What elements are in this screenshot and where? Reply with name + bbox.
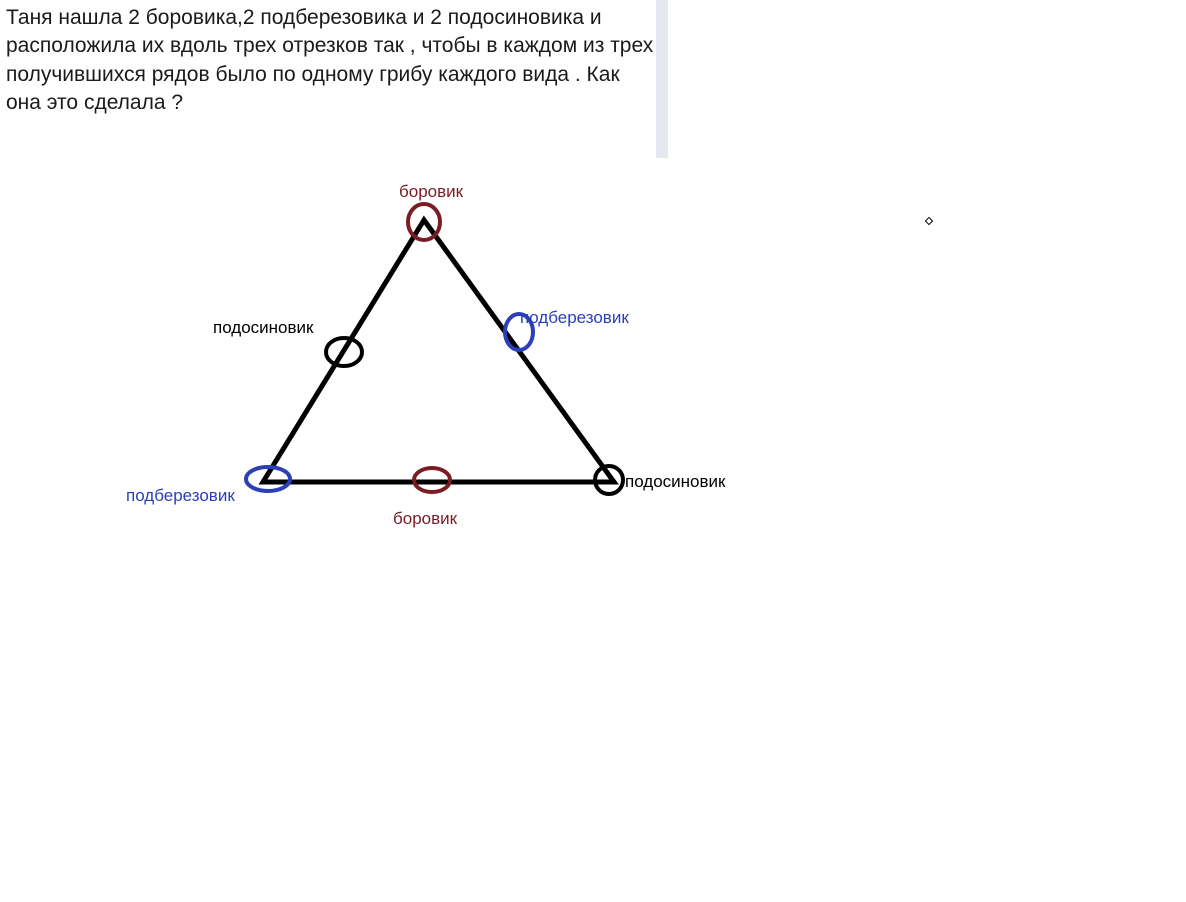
question-text: Таня нашла 2 боровика,2 подберезовика и …	[6, 4, 656, 117]
label-right-mid: подберезовик	[520, 308, 629, 328]
triangle-outline	[263, 220, 614, 482]
label-left-mid: подосиновик	[213, 318, 313, 338]
label-top: боровик	[399, 182, 463, 202]
label-bottom-mid: боровик	[393, 509, 457, 529]
decorative-diamond	[926, 218, 932, 224]
triangle-diagram: боровик подберезовик подосиновик подберезов…	[0, 160, 1186, 902]
diagram-svg	[0, 160, 1186, 902]
label-bottom-right: подосиновик	[625, 472, 725, 492]
sidebar-shade	[656, 0, 668, 158]
label-bottom-left: подберезовик	[126, 486, 235, 506]
